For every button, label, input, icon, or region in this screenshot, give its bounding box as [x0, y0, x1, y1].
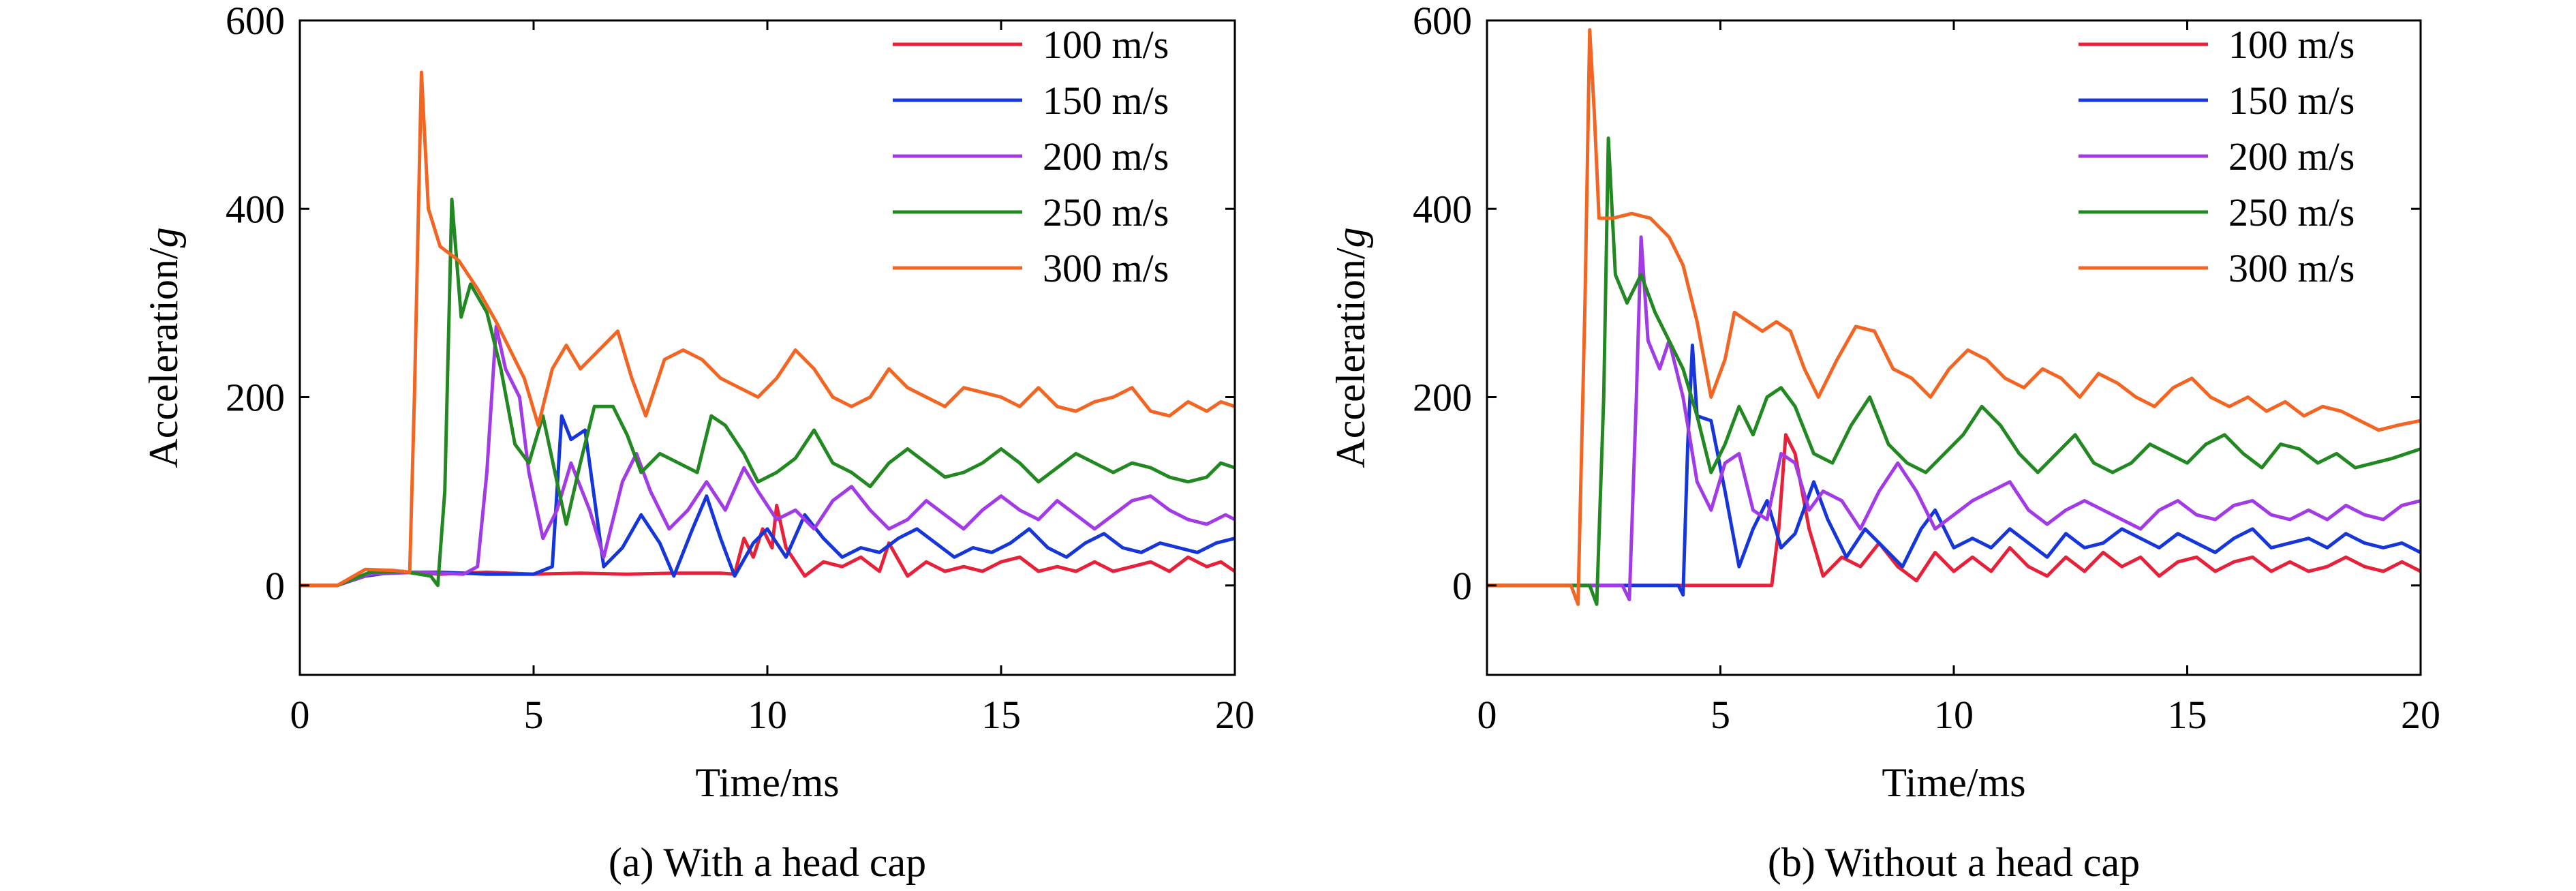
x-tick-label: 10: [1934, 693, 1974, 737]
y-axis-label-unit: g: [1328, 227, 1373, 247]
legend-label: 250 m/s: [1043, 190, 1169, 235]
y-tick-label: 0: [265, 564, 285, 608]
x-tick-label: 15: [981, 693, 1021, 737]
y-axis-label-main: Acceleration/: [141, 247, 186, 468]
series-group: [300, 70, 1235, 588]
y-tick-label: 200: [1413, 376, 1472, 420]
series-line-150-ms: [1487, 344, 2421, 597]
y-tick-label: 600: [226, 0, 285, 43]
x-tick-label: 0: [1477, 693, 1497, 737]
y-tick-label: 400: [1413, 187, 1472, 231]
y-axis-label: Acceleration/g: [1328, 227, 1373, 468]
x-tick-label: 0: [290, 693, 310, 737]
x-axis-label: Time/ms: [1882, 760, 2025, 805]
series-line-250-ms: [1487, 136, 2421, 606]
series-group: [1487, 28, 2421, 606]
legend-label: 300 m/s: [2228, 246, 2355, 290]
series-line-150-ms: [300, 414, 1235, 588]
legend: 100 m/s 150 m/s 200 m/s 250 m/s 300 m/s: [893, 22, 1169, 290]
x-tick-label: 15: [2168, 693, 2207, 737]
legend: 100 m/s 150 m/s 200 m/s 250 m/s 300 m/s: [2079, 22, 2355, 290]
y-tick-label: 200: [226, 376, 285, 420]
y-tick-label: 0: [1452, 564, 1472, 608]
x-axis-label: Time/ms: [695, 760, 839, 805]
legend-label: 250 m/s: [2228, 190, 2355, 235]
x-tick-label: 20: [2401, 693, 2440, 737]
series-line-100-ms: [300, 503, 1235, 588]
panel-caption: (b) Without a head cap: [1768, 840, 2140, 885]
series-line-250-ms: [300, 197, 1235, 588]
legend-label: 150 m/s: [2228, 78, 2355, 123]
x-tick-label: 5: [1711, 693, 1730, 737]
y-tick-label: 600: [1413, 0, 1472, 43]
chart-panel-b: 0 5 10 15 200200400600Time/msAcceleration/g1…: [1328, 0, 2440, 885]
x-tick-label: 10: [748, 693, 787, 737]
y-axis-label: Acceleration/g: [141, 227, 186, 468]
series-line-200-ms: [1487, 235, 2421, 601]
panel-caption: (a) With a head cap: [609, 840, 926, 885]
x-tick-label: 5: [524, 693, 544, 737]
series-line-300-ms: [300, 70, 1235, 588]
legend-label: 150 m/s: [1043, 78, 1169, 123]
series-line-100-ms: [1487, 433, 2421, 588]
y-axis-label-main: Acceleration/: [1328, 247, 1373, 468]
legend-label: 200 m/s: [2228, 134, 2355, 179]
y-axis-label-unit: g: [141, 227, 186, 247]
legend-label: 100 m/s: [1043, 22, 1169, 67]
series-line-200-ms: [300, 324, 1235, 588]
legend-label: 200 m/s: [1043, 134, 1169, 179]
chart-panel-a: 0 5 10 15 200200400600Time/msAcceleration/g1…: [141, 0, 1255, 885]
y-tick-label: 400: [226, 187, 285, 231]
legend-label: 100 m/s: [2228, 22, 2355, 67]
legend-label: 300 m/s: [1043, 246, 1169, 290]
x-tick-label: 20: [1215, 693, 1255, 737]
series-line-300-ms: [1487, 28, 2421, 606]
